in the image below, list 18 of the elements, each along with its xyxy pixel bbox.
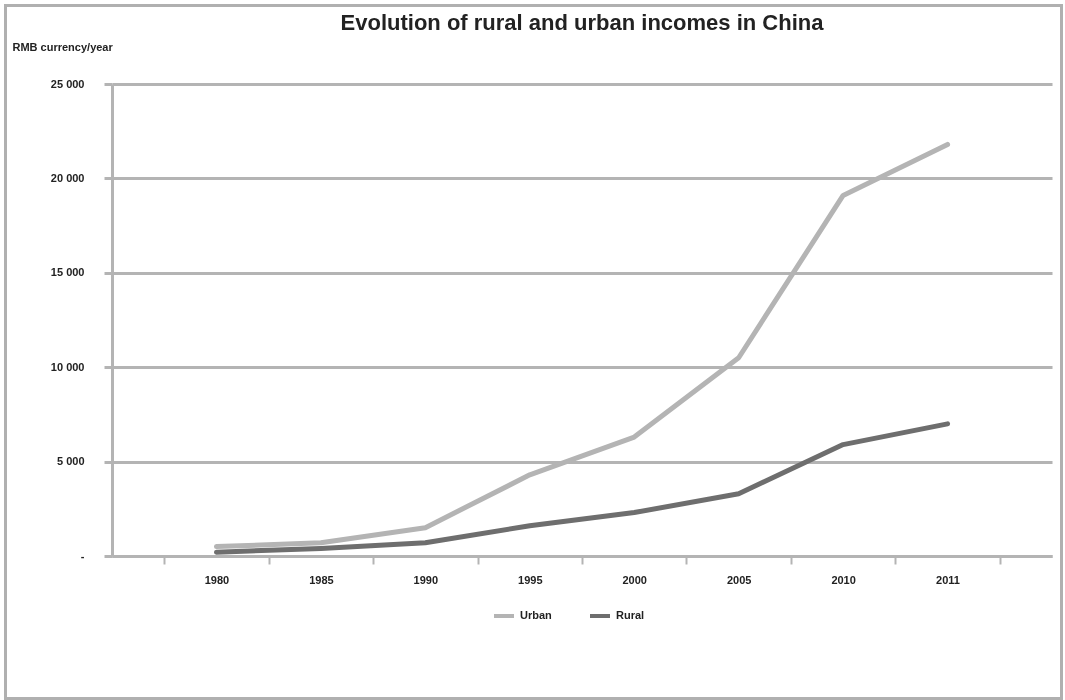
legend-label: Rural xyxy=(616,609,645,621)
x-tick-label: 2000 xyxy=(622,573,647,586)
y-axis-title: RMB currency/year xyxy=(12,40,114,53)
y-tick-label: 15 000 xyxy=(50,266,85,279)
y-tick-label: 10 000 xyxy=(50,360,85,373)
y-tick-label: 5 000 xyxy=(56,455,85,468)
y-tick-label: - xyxy=(80,549,85,562)
x-tick-label: 1980 xyxy=(204,573,230,586)
legend-label: Urban xyxy=(520,609,553,621)
y-tick-label: 20 000 xyxy=(50,171,85,184)
x-tick-label: 1990 xyxy=(413,573,439,586)
chart-title: Evolution of rural and urban incomes in China xyxy=(340,10,825,35)
y-tick-label: 25 000 xyxy=(50,77,85,90)
x-tick-label: 1985 xyxy=(309,573,334,586)
x-tick-label: 1995 xyxy=(518,573,543,586)
x-tick-label: 2011 xyxy=(936,573,960,586)
x-tick-label: 2005 xyxy=(726,573,752,586)
x-tick-label: 2010 xyxy=(831,573,856,586)
